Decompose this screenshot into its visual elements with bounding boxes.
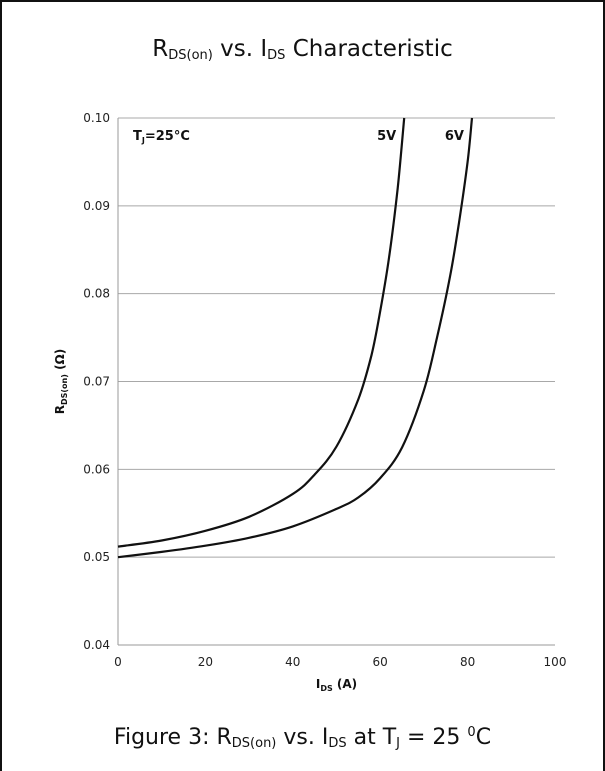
series-lines: 5V 6V: [117, 117, 474, 559]
series-line-5v: [117, 117, 406, 548]
y-tick-label: 0.05: [83, 550, 110, 564]
frame-top-border: [0, 0, 605, 2]
y-tick-label: 0.08: [83, 287, 110, 301]
figure-caption: Figure 3: RDS(on) vs. IDS at TJ = 25 0C: [113, 725, 492, 751]
x-tick-label: 100: [544, 655, 567, 669]
chart-title: RDS(on) vs. IDS Characteristic: [152, 36, 453, 63]
x-tick-label: 20: [198, 655, 213, 669]
grid-lines: [118, 117, 555, 558]
tick-labels: 0.04 0.05 0.06 0.07 0.08 0.09 0.10 0 20 40 60 80 100: [83, 111, 566, 669]
y-tick-label: 0.07: [83, 375, 110, 389]
y-tick-label: 0.09: [83, 199, 110, 213]
series-line-6v: [117, 117, 474, 559]
y-axis-label: RDS(on) (Ω): [53, 349, 69, 415]
x-tick-label: 0: [114, 655, 122, 669]
series-label-5v: 5V: [377, 129, 396, 144]
x-tick-label: 80: [460, 655, 475, 669]
x-tick-label: 60: [373, 655, 388, 669]
y-tick-label: 0.06: [83, 462, 110, 476]
frame-right-border: [603, 0, 605, 771]
y-tick-label: 0.04: [83, 638, 110, 652]
series-label-6v: 6V: [445, 129, 464, 144]
frame-left-border: [0, 0, 2, 771]
x-axis-label: IDS (A): [316, 677, 357, 693]
x-tick-label: 40: [285, 655, 300, 669]
temperature-annotation: TJ=25°C: [133, 129, 190, 145]
y-tick-label: 0.10: [83, 111, 110, 125]
